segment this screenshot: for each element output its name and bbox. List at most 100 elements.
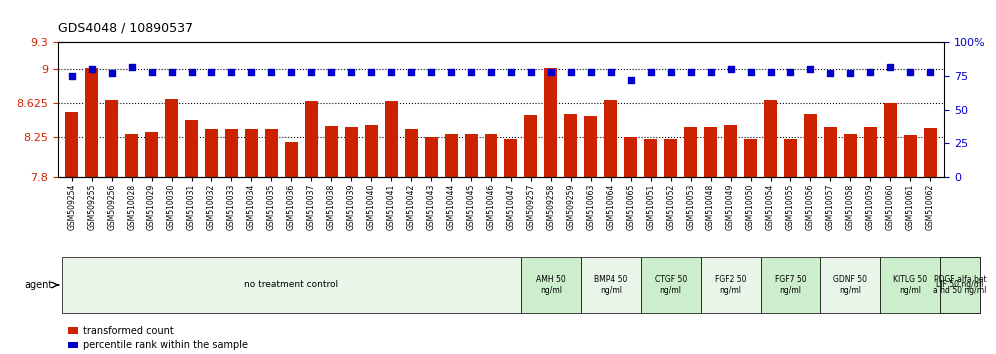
Point xyxy=(203,69,219,75)
Point xyxy=(304,69,320,75)
Bar xyxy=(365,125,377,177)
Text: BMP4 50
ng/ml: BMP4 50 ng/ml xyxy=(594,275,627,295)
Point xyxy=(642,69,658,75)
Bar xyxy=(624,137,637,177)
Point xyxy=(863,69,878,75)
Bar xyxy=(265,129,278,177)
Point xyxy=(702,69,718,75)
Bar xyxy=(640,257,700,313)
Bar xyxy=(325,126,338,177)
Bar xyxy=(245,129,258,177)
Bar xyxy=(145,132,158,177)
Text: PDGF alfa bet
a hd 50 ng/ml: PDGF alfa bet a hd 50 ng/ml xyxy=(933,275,987,295)
Point xyxy=(622,77,638,83)
Point xyxy=(423,69,439,75)
Point xyxy=(183,69,199,75)
Bar xyxy=(684,127,697,177)
Bar xyxy=(484,134,497,177)
Text: agent: agent xyxy=(25,280,53,290)
Point xyxy=(743,69,759,75)
Bar xyxy=(521,257,581,313)
Text: FGF2 50
ng/ml: FGF2 50 ng/ml xyxy=(715,275,746,295)
Text: AMH 50
ng/ml: AMH 50 ng/ml xyxy=(536,275,566,295)
Point xyxy=(64,73,80,79)
Point xyxy=(443,69,459,75)
Text: KITLG 50
ng/ml: KITLG 50 ng/ml xyxy=(893,275,927,295)
Point xyxy=(523,69,539,75)
Bar xyxy=(444,134,457,177)
Bar xyxy=(384,101,397,177)
Bar xyxy=(644,139,657,177)
Text: FGF7 50
ng/ml: FGF7 50 ng/ml xyxy=(775,275,807,295)
Point xyxy=(403,69,419,75)
Point xyxy=(84,67,100,72)
Text: CTGF 50
ng/ml: CTGF 50 ng/ml xyxy=(654,275,687,295)
Point xyxy=(583,69,599,75)
Bar xyxy=(704,127,717,177)
Point xyxy=(143,69,159,75)
Point xyxy=(682,69,698,75)
Bar xyxy=(285,142,298,177)
Bar xyxy=(821,257,880,313)
Bar xyxy=(565,114,578,177)
Bar xyxy=(205,129,218,177)
Bar xyxy=(700,257,761,313)
Bar xyxy=(545,68,558,177)
Bar xyxy=(464,134,477,177)
Point xyxy=(662,69,678,75)
Text: GDS4048 / 10890537: GDS4048 / 10890537 xyxy=(58,21,193,34)
Bar xyxy=(784,139,797,177)
Point xyxy=(902,69,918,75)
Text: LIF 50 ng/ml: LIF 50 ng/ml xyxy=(936,280,984,290)
Point xyxy=(243,69,259,75)
Bar xyxy=(864,127,876,177)
Point xyxy=(383,69,399,75)
Bar xyxy=(345,127,358,177)
Point xyxy=(763,69,779,75)
Bar xyxy=(165,99,178,177)
Bar xyxy=(923,128,936,177)
Point xyxy=(483,69,499,75)
Bar xyxy=(86,68,99,177)
Bar xyxy=(185,120,198,177)
Point xyxy=(344,69,360,75)
Point xyxy=(843,70,859,76)
Point xyxy=(124,64,139,69)
Bar xyxy=(66,113,79,177)
Bar xyxy=(744,139,757,177)
Point xyxy=(104,70,120,76)
Point xyxy=(803,67,819,72)
Bar xyxy=(225,129,238,177)
Point xyxy=(603,69,619,75)
Point xyxy=(823,70,839,76)
Point xyxy=(284,69,300,75)
Point xyxy=(783,69,799,75)
Bar xyxy=(883,103,896,177)
Point xyxy=(563,69,579,75)
Bar xyxy=(940,257,980,313)
Text: transformed count: transformed count xyxy=(83,326,173,336)
Point xyxy=(463,69,479,75)
Bar xyxy=(106,100,119,177)
Point xyxy=(723,67,739,72)
Bar xyxy=(505,139,518,177)
Bar xyxy=(525,115,538,177)
Bar xyxy=(804,114,817,177)
Text: percentile rank within the sample: percentile rank within the sample xyxy=(83,340,248,350)
Bar xyxy=(581,257,640,313)
Bar xyxy=(761,257,821,313)
Bar xyxy=(125,134,138,177)
Point xyxy=(324,69,340,75)
Bar xyxy=(62,257,521,313)
Bar xyxy=(844,134,857,177)
Text: no treatment control: no treatment control xyxy=(244,280,339,290)
Bar xyxy=(404,130,417,177)
Bar xyxy=(903,135,916,177)
Bar xyxy=(664,139,677,177)
Bar xyxy=(605,100,618,177)
Point xyxy=(223,69,239,75)
Bar xyxy=(424,137,437,177)
Bar xyxy=(940,257,980,313)
Point xyxy=(263,69,279,75)
Bar xyxy=(824,127,837,177)
